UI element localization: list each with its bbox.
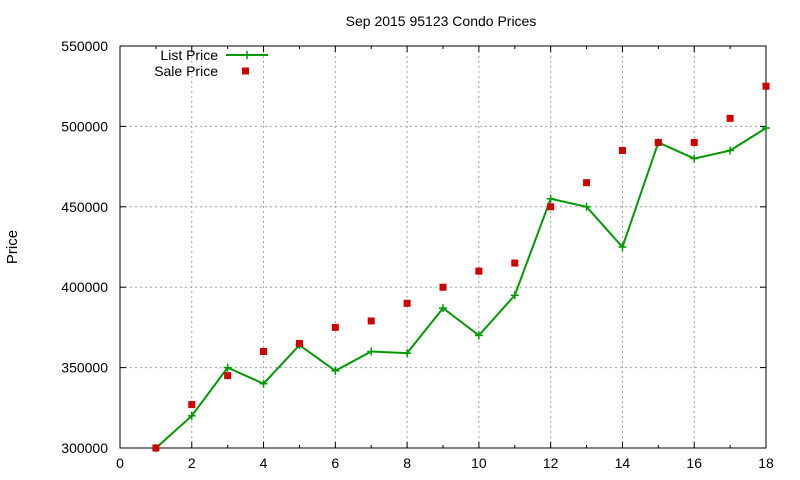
legend-square-swatch [242,67,249,75]
list-price-point [259,379,268,388]
y-tick-label: 450000 [61,199,108,215]
series-sale-price [152,82,770,452]
y-tick-label: 550000 [61,38,108,54]
sale-price-point [224,372,232,380]
list-price-point [546,194,555,203]
y-axis-label: Price [4,230,21,264]
list-price-point [474,331,483,340]
list-price-point [187,411,196,420]
list-price-point [618,243,627,251]
list-price-point [510,291,519,300]
y-tick-label: 300000 [61,440,108,456]
x-tick-label: 8 [403,455,411,471]
y-tick-label: 500000 [61,118,108,134]
chart-title: Sep 2015 95123 Condo Prices [346,13,537,29]
x-tick-label: 0 [116,455,124,471]
sale-price-point [152,444,160,452]
series-list-price [151,124,770,453]
x-tick-label: 18 [758,455,774,471]
sale-price-point [654,138,662,146]
list-price-point [403,349,412,358]
series-layer [151,82,770,453]
legend-label: Sale Price [154,63,218,79]
sale-price-point [367,317,375,325]
sale-price-point [618,147,626,155]
sale-price-point [403,299,411,307]
axis-ticks: 0 2 4 6 8 10 12 14 16 18 300000 350000 400000 450000 5… [61,38,774,471]
sale-price-point [295,339,303,347]
list-price-point [582,202,591,211]
x-tick-label: 6 [331,455,339,471]
legend-label: List Price [160,47,218,63]
list-price-line [155,127,767,449]
sale-price-point [260,348,268,356]
sale-price-point [583,179,591,187]
sale-price-point [475,267,483,275]
list-price-point [439,304,447,313]
sale-price-point [762,82,770,90]
sale-price-point [547,203,555,211]
sale-price-point [188,401,196,409]
plot-frame [119,45,767,449]
legend-cross-swatch [243,51,251,59]
sale-price-point [439,283,447,291]
sale-price-point [690,138,698,146]
sale-price-point [511,259,519,267]
x-tick-label: 10 [471,455,487,471]
x-tick-label: 16 [686,455,702,471]
x-tick-label: 12 [543,455,559,471]
x-tick-label: 14 [615,455,631,471]
y-tick-label: 350000 [61,360,108,376]
list-price-point [726,146,735,155]
sale-price-point [331,323,339,331]
list-price-point [690,154,699,163]
x-tick-label: 4 [260,455,268,471]
list-price-point [223,363,232,372]
sale-price-point [726,114,734,122]
list-price-point [762,124,770,133]
x-tick-label: 2 [188,455,196,471]
list-price-point [367,347,376,356]
grid-lines [120,46,766,448]
y-tick-label: 400000 [61,279,108,295]
list-price-point [331,366,340,375]
